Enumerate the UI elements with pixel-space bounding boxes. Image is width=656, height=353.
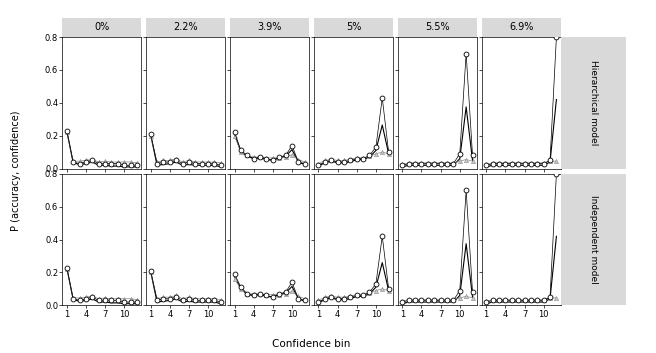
Text: 5.5%: 5.5% (425, 22, 450, 32)
Text: 5%: 5% (346, 22, 361, 32)
Text: Independent model: Independent model (589, 195, 598, 284)
Text: P (accuracy, confidence): P (accuracy, confidence) (11, 111, 22, 232)
Text: Confidence bin: Confidence bin (272, 339, 351, 349)
Text: 2.2%: 2.2% (173, 22, 198, 32)
Text: 6.9%: 6.9% (509, 22, 533, 32)
Text: 0%: 0% (94, 22, 110, 32)
Text: 3.9%: 3.9% (257, 22, 282, 32)
Text: Hierarchical model: Hierarchical model (589, 60, 598, 145)
